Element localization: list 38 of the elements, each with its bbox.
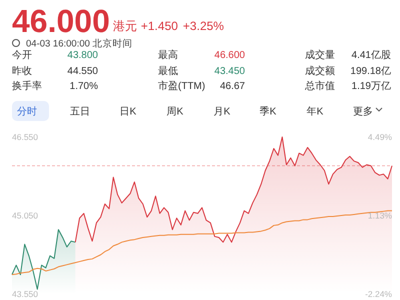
text: 最低 [158, 66, 178, 77]
text: 市盈(TTM) [158, 80, 206, 92]
text: 4.41亿股 [352, 50, 391, 61]
y-tick-label: 43.550 [12, 289, 38, 299]
y-tick-label: 45.050 [12, 210, 38, 220]
text: 46.000 [12, 3, 110, 39]
text: 今开 [12, 49, 32, 61]
text: 日K [120, 106, 137, 118]
y2-tick-label: 1.13% [368, 210, 392, 220]
text: 1.19万亿 [352, 81, 391, 92]
text: 昨收 [12, 65, 32, 77]
text: 43.450 [214, 66, 246, 77]
text: 43.800 [67, 50, 98, 61]
y2-tick-label: 4.49% [368, 132, 392, 142]
line-series [12, 210, 392, 276]
text: 更多 [353, 106, 373, 118]
text: 46.67 [220, 81, 246, 92]
text: +3.25% [182, 19, 224, 33]
text: 季K [260, 106, 277, 118]
y-tick-label: 46.550 [12, 132, 38, 142]
text: 港元 [112, 19, 137, 33]
text: 月K [214, 106, 231, 118]
text: 44.550 [67, 66, 98, 77]
text: 分时 [17, 106, 37, 118]
text: 五日 [70, 106, 90, 118]
text: 换手率 [12, 80, 42, 92]
text: 总市值 [304, 80, 335, 92]
text: 1.70% [70, 81, 98, 92]
text: 年K [306, 106, 324, 118]
y2-tick-label: -2.24% [365, 289, 392, 299]
text: +1.450 [140, 19, 178, 33]
text: 199.18亿 [350, 66, 391, 77]
text: 04-03 16:00:00 北京时间 [26, 38, 133, 50]
text: 最高 [158, 49, 178, 61]
text: 46.600 [214, 50, 246, 61]
text: 成交额 [305, 65, 335, 77]
text: 周K [166, 106, 184, 118]
text: 成交量 [305, 49, 335, 61]
